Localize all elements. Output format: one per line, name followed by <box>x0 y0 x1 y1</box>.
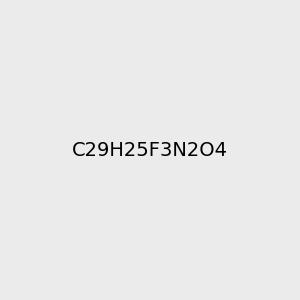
Text: C29H25F3N2O4: C29H25F3N2O4 <box>72 140 228 160</box>
